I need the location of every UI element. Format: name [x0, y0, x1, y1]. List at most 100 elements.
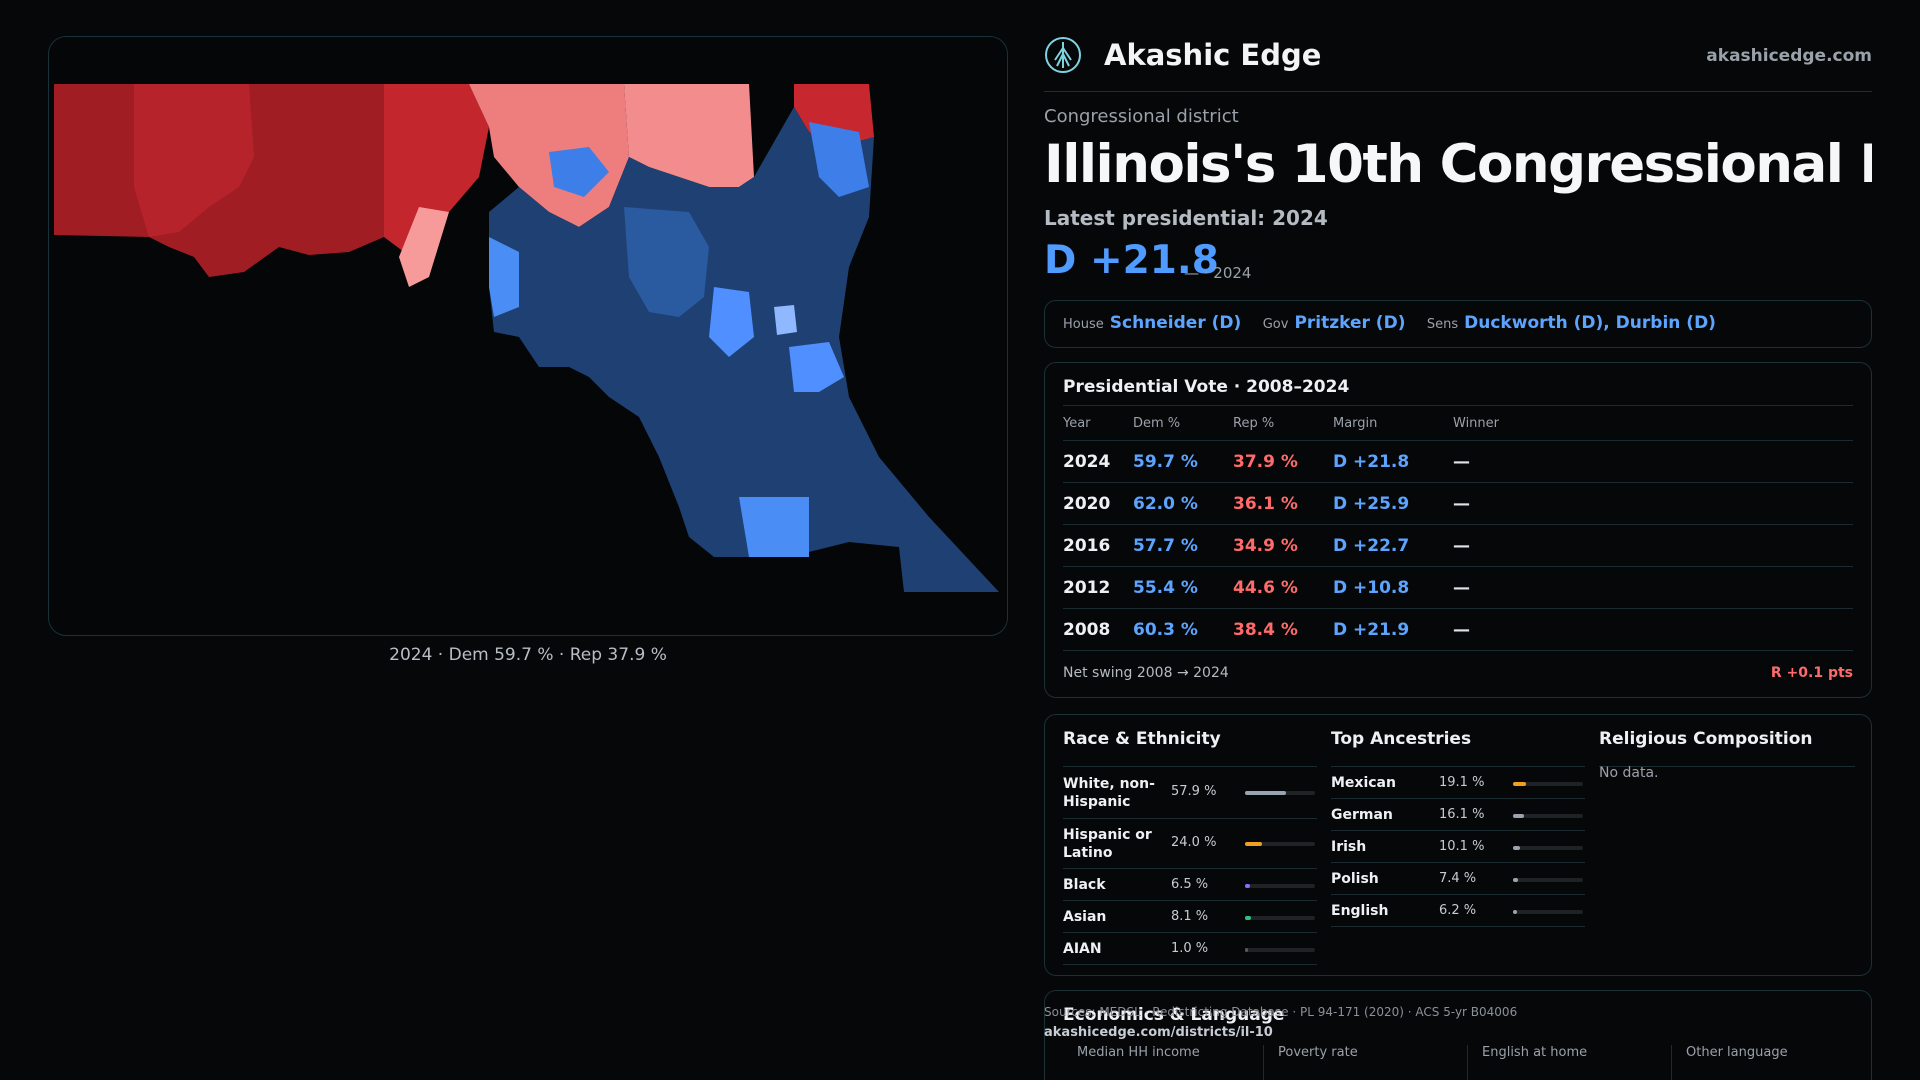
map-region-dem-light-1 — [489, 237, 519, 317]
map-region-dem-core — [624, 207, 709, 317]
ancestry-bar — [1513, 846, 1583, 850]
map-region-rep-light-2 — [624, 84, 754, 187]
map-region-dem-light-5 — [809, 122, 869, 197]
race-bar — [1245, 791, 1315, 795]
ancestry-bar-fill — [1513, 910, 1518, 914]
race-name: Hispanic or Latino — [1063, 827, 1152, 861]
race-bar-fill — [1245, 791, 1286, 795]
list-item: Mexican 19.1 % — [1331, 767, 1585, 799]
list-item: Black 6.5 % — [1063, 869, 1317, 901]
map-caption: 2024 · Dem 59.7 % · Rep 37.9 % — [389, 645, 667, 665]
ancestry-name: Irish — [1331, 839, 1367, 855]
race-bar-fill — [1245, 884, 1250, 888]
table-row: 2024 59.7 % 37.9 % D +21.8 — — [1063, 441, 1853, 483]
permalink[interactable]: akashicedge.com/districts/il-10 — [1044, 1025, 1273, 1040]
row-rep: 44.6 % — [1233, 578, 1298, 598]
ancestry-bar — [1513, 782, 1583, 786]
map-region-dem-light-4 — [739, 497, 809, 557]
district-panel: Akashic Edge akashicedge.com Congression… — [1044, 0, 1872, 1080]
brand-url[interactable]: akashicedge.com — [1706, 46, 1872, 66]
race-bar-fill — [1245, 916, 1251, 920]
econ-english-home: English at home — [1467, 1045, 1657, 1080]
precinct-choropleth[interactable] — [49, 37, 1008, 636]
row-rep: 36.1 % — [1233, 494, 1298, 514]
sources-note: Sources: MEDSL · Redistricting Database … — [1044, 1005, 1518, 1019]
econ-poverty-rate: Poverty rate — [1263, 1045, 1453, 1080]
ancestry-bar — [1513, 814, 1583, 818]
ancestry-bar — [1513, 878, 1583, 882]
race-name: AIAN — [1063, 941, 1102, 957]
list-item: White, non-Hispanic 57.9 % — [1063, 767, 1317, 819]
ancestry-pct: 19.1 % — [1439, 775, 1485, 790]
race-bar-fill — [1245, 842, 1262, 846]
econ-other-language: Other language — [1671, 1045, 1861, 1080]
list-item: AIAN 1.0 % — [1063, 933, 1317, 965]
ancestry-pct: 6.2 % — [1439, 903, 1477, 918]
race-bar — [1245, 948, 1315, 952]
col-winner: Winner — [1453, 416, 1500, 431]
official-senators[interactable]: Duckworth (D), Durbin (D) — [1464, 313, 1716, 333]
econ-label: Poverty rate — [1278, 1045, 1358, 1060]
district-map[interactable] — [48, 36, 1008, 636]
religion-title: Religious Composition — [1599, 729, 1855, 767]
religion-empty: No data. — [1599, 765, 1659, 781]
race-name: White, non-Hispanic — [1063, 776, 1155, 810]
table-row: 2020 62.0 % 36.1 % D +25.9 — — [1063, 483, 1853, 525]
list-item: Irish 10.1 % — [1331, 831, 1585, 863]
race-bar — [1245, 916, 1315, 920]
map-region-dem-light-6 — [549, 147, 609, 197]
econ-median-income: Median HH income — [1063, 1045, 1253, 1080]
map-region-dem-light-2 — [709, 287, 754, 357]
col-margin: Margin — [1333, 416, 1378, 431]
officials-row: House Schneider (D) Gov Pritzker (D) Sens D… — [1044, 300, 1872, 348]
map-region-rep-west-2 — [134, 84, 254, 237]
race-title: Race & Ethnicity — [1063, 729, 1317, 767]
row-dem: 62.0 % — [1133, 494, 1198, 514]
ancestry-bar-fill — [1513, 878, 1519, 882]
ancestry-name: German — [1331, 807, 1393, 823]
net-swing-value: R +0.1 pts — [1770, 665, 1853, 681]
page-title: Illinois's 10th Congressional District — [1044, 134, 1872, 195]
official-house[interactable]: Schneider (D) — [1109, 313, 1242, 333]
row-margin: D +22.7 — [1333, 536, 1410, 556]
race-pct: 6.5 % — [1171, 877, 1209, 892]
economics-title: Economics & Language — [1063, 1005, 1285, 1025]
map-region-rep-light-1 — [469, 84, 629, 227]
row-rep: 38.4 % — [1233, 620, 1298, 640]
table-row: 2016 57.7 % 34.9 % D +22.7 — — [1063, 525, 1853, 567]
ancestry-bar — [1513, 910, 1583, 914]
row-winner: — — [1453, 536, 1470, 556]
row-margin: D +25.9 — [1333, 494, 1410, 514]
row-margin: D +21.9 — [1333, 620, 1410, 640]
net-swing-label: Net swing 2008 → 2024 — [1063, 665, 1229, 681]
col-rep: Rep % — [1233, 416, 1275, 431]
row-margin: D +21.8 — [1333, 452, 1410, 472]
race-bar — [1245, 842, 1315, 846]
list-item: Polish 7.4 % — [1331, 863, 1585, 895]
race-bar-fill — [1245, 948, 1248, 952]
tree-glyph-icon[interactable] — [1044, 36, 1082, 74]
brand-name[interactable]: Akashic Edge — [1104, 38, 1322, 72]
ancestry-bar-fill — [1513, 846, 1521, 850]
official-governor[interactable]: Pritzker (D) — [1294, 313, 1406, 333]
row-winner: — — [1453, 620, 1470, 640]
row-rep: 34.9 % — [1233, 536, 1298, 556]
row-dem: 59.7 % — [1133, 452, 1198, 472]
map-region-dem-main — [489, 107, 999, 592]
econ-label: Other language — [1686, 1045, 1788, 1060]
official-role-house: House — [1063, 317, 1104, 332]
official-role-gov: Gov — [1262, 317, 1289, 332]
latest-margin: D +21.8 — [1044, 238, 1219, 283]
row-year: 2020 — [1063, 494, 1111, 514]
demographics-card: Race & Ethnicity White, non-Hispanic 57.… — [1044, 714, 1872, 976]
ancestry-column: Top Ancestries Mexican 19.1 % German 16.… — [1331, 715, 1585, 977]
row-winner: — — [1453, 452, 1470, 472]
race-bar — [1245, 884, 1315, 888]
ancestry-name: English — [1331, 903, 1389, 919]
district-type: Congressional district — [1044, 106, 1239, 127]
brand-header: Akashic Edge akashicedge.com — [1044, 36, 1872, 92]
latest-presidential-label: Latest presidential: 2024 — [1044, 206, 1328, 230]
ancestry-bar-fill — [1513, 782, 1527, 786]
religion-column: Religious Composition No data. — [1599, 715, 1855, 977]
map-region-rep-mid — [384, 84, 489, 252]
